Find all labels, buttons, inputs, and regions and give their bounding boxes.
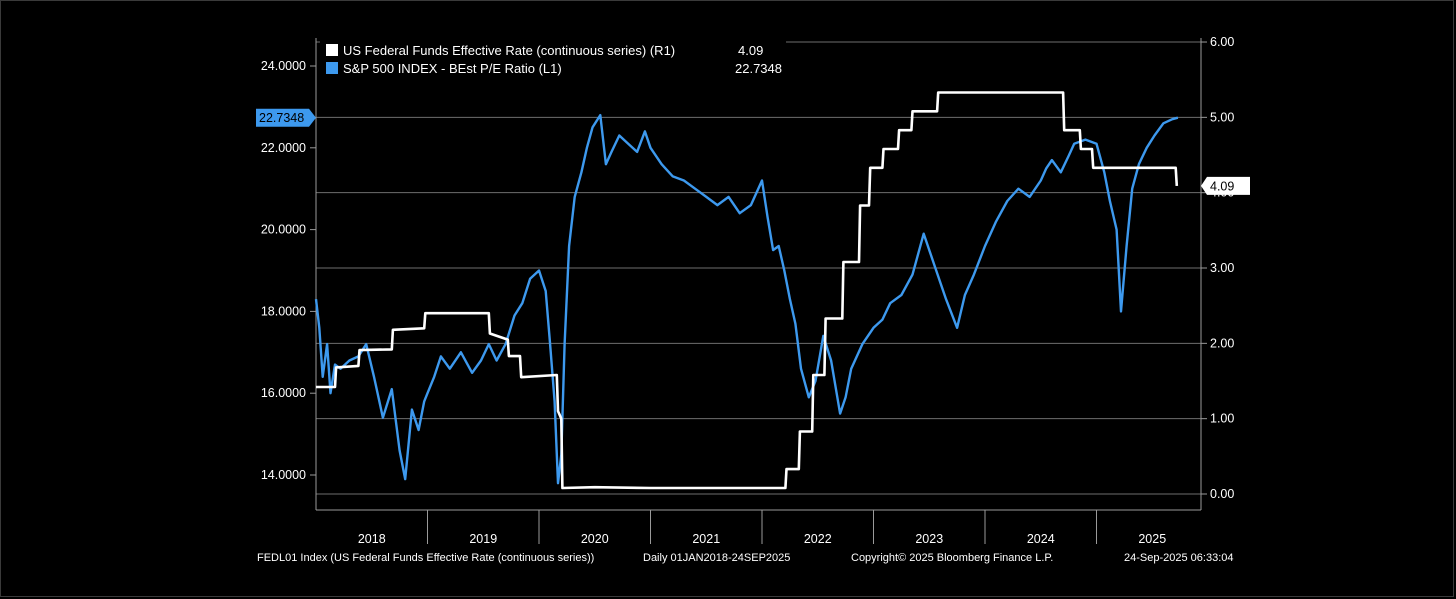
legend-label-pe-ratio: S&P 500 INDEX - BEst P/E Ratio (L1) xyxy=(343,61,562,76)
legend: US Federal Funds Effective Rate (continu… xyxy=(320,39,786,79)
legend-background xyxy=(320,39,786,79)
left-tick-label-2: 18.0000 xyxy=(261,304,306,318)
x-tick-label-4: 2022 xyxy=(804,532,832,546)
x-tick-label-3: 2021 xyxy=(692,532,720,546)
legend-value-pe-ratio: 22.7348 xyxy=(735,61,782,76)
left-axis-ticks: 14.0000 16.0000 18.0000 20.0000 22.0000 24.00… xyxy=(261,59,316,482)
right-tick-label-0: 0.00 xyxy=(1210,487,1234,501)
x-tick-label-1: 2019 xyxy=(469,532,497,546)
legend-swatch-pe-ratio xyxy=(326,62,338,74)
badge-left-text: 22.7348 xyxy=(259,111,304,125)
right-axis-ticks: 0.001.002.003.004.005.006.00 xyxy=(1201,35,1234,501)
right-tick-label-1: 1.00 xyxy=(1210,412,1234,426)
legend-swatch-fed-funds xyxy=(326,44,338,56)
right-tick-label-3: 3.00 xyxy=(1210,261,1234,275)
right-tick-label-6: 6.00 xyxy=(1210,35,1234,49)
footer-timestamp: 24-Sep-2025 06:33:04 xyxy=(1124,552,1233,564)
last-value-badge-left: 22.7348 xyxy=(256,108,316,127)
left-tick-label-0: 14.0000 xyxy=(261,468,306,482)
legend-value-fed-funds: 4.09 xyxy=(738,43,763,58)
badge-right-shape xyxy=(1201,176,1250,195)
axes xyxy=(315,38,1202,511)
legend-label-fed-funds: US Federal Funds Effective Rate (continu… xyxy=(343,43,675,58)
right-tick-label-5: 5.00 xyxy=(1210,110,1234,124)
footer-source: FEDL01 Index (US Federal Funds Effective… xyxy=(257,552,594,564)
last-value-badge-right: 4.09 xyxy=(1201,176,1250,195)
left-tick-label-4: 22.0000 xyxy=(261,141,306,155)
badge-right-text: 4.09 xyxy=(1210,179,1234,193)
left-tick-label-5: 24.0000 xyxy=(261,59,306,73)
x-tick-label-7: 2025 xyxy=(1138,532,1166,546)
series-line-fed-funds xyxy=(316,91,1179,490)
grid-lines xyxy=(316,41,1201,495)
series-layer xyxy=(314,91,1179,490)
x-tick-label-2: 2020 xyxy=(581,532,609,546)
left-tick-label-3: 20.0000 xyxy=(261,223,306,237)
x-tick-label-6: 2024 xyxy=(1027,532,1055,546)
x-tick-label-0: 2018 xyxy=(358,532,386,546)
x-axis-ticks: 2018 2019 2020 2021 2022 2023 2024 2025 xyxy=(358,510,1166,546)
footer-period: Daily 01JAN2018-24SEP2025 xyxy=(643,552,790,564)
left-tick-label-1: 16.0000 xyxy=(261,386,306,400)
series-line-pe-ratio xyxy=(314,113,1179,485)
x-tick-label-5: 2023 xyxy=(915,532,943,546)
footer-copyright: Copyright© 2025 Bloomberg Finance L.P. xyxy=(851,552,1053,564)
right-tick-label-2: 2.00 xyxy=(1210,336,1234,350)
badge-left-shape xyxy=(256,108,316,127)
